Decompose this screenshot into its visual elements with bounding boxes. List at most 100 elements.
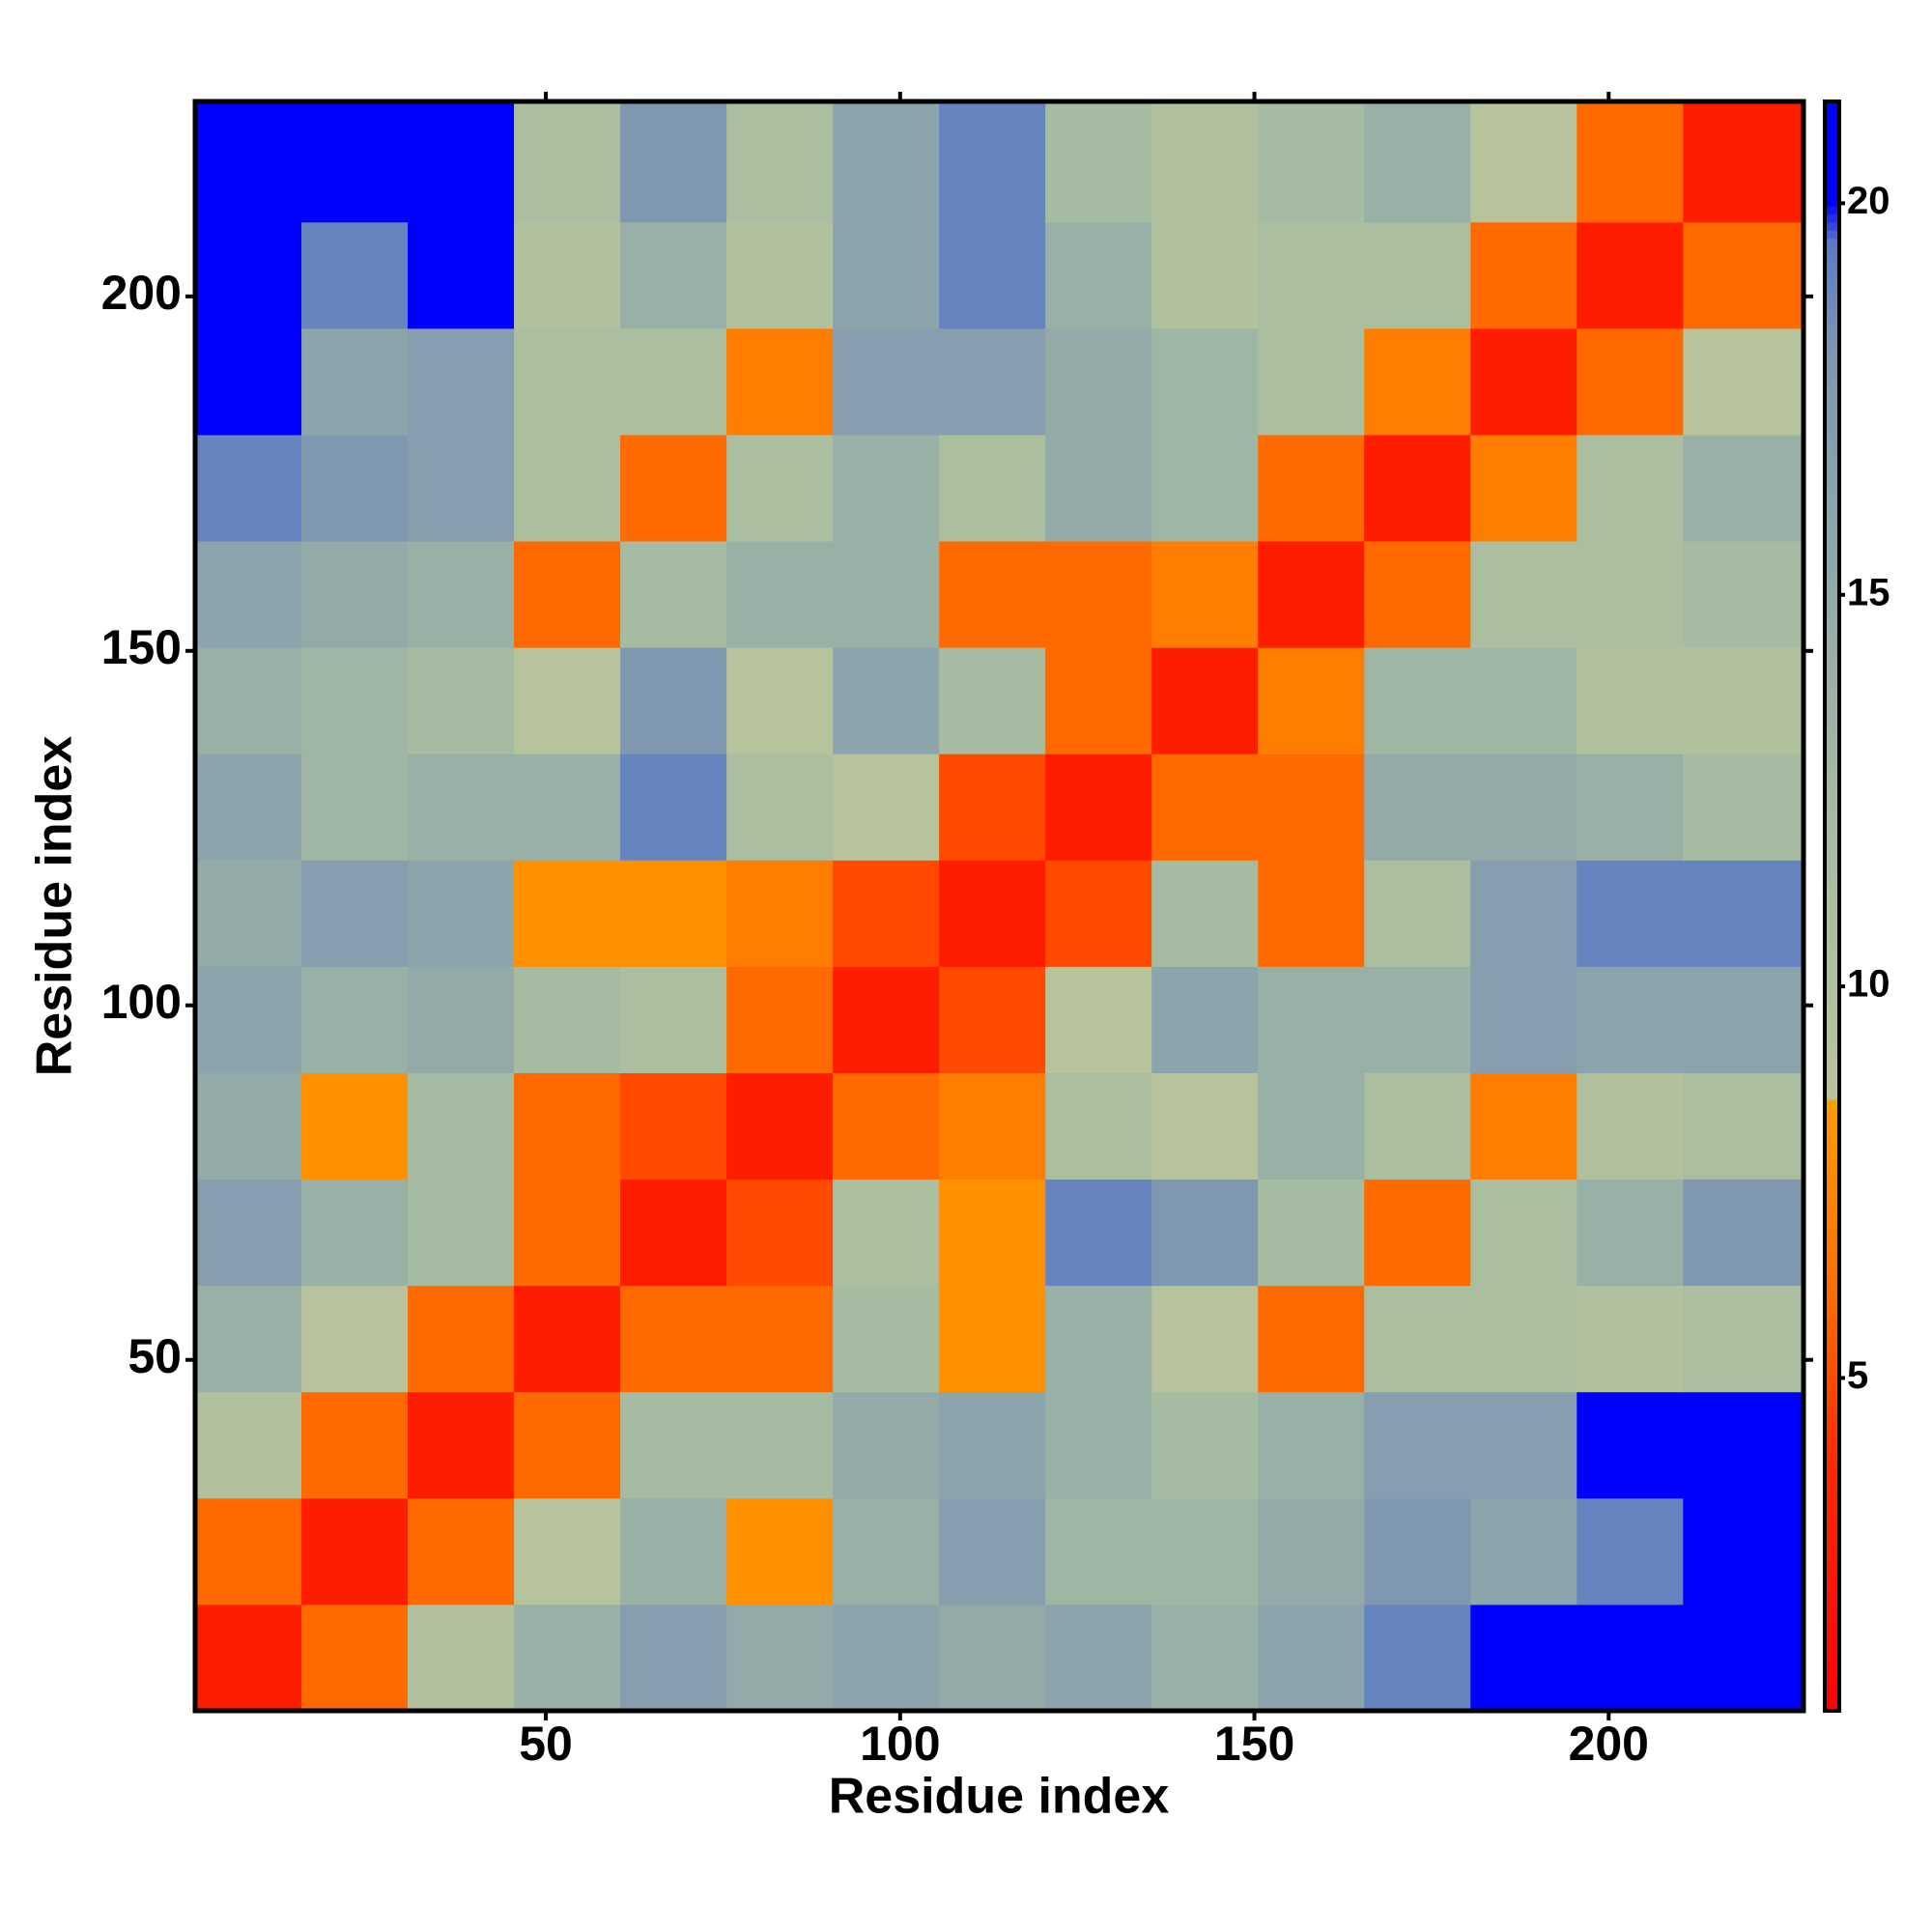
colorbar-tick-label: 15 bbox=[1847, 571, 1890, 613]
colorbar-slice bbox=[1825, 1549, 1839, 1559]
heatmap-cell bbox=[1364, 753, 1471, 861]
heatmap-cell bbox=[833, 753, 940, 861]
heatmap-cell bbox=[1577, 541, 1684, 648]
heatmap-cell bbox=[1470, 753, 1577, 861]
colorbar-slice bbox=[1825, 1308, 1839, 1318]
heatmap-cell bbox=[1364, 966, 1471, 1073]
colorbar-slice bbox=[1825, 407, 1839, 416]
colorbar-slice bbox=[1825, 1115, 1839, 1124]
heatmap-cell bbox=[514, 541, 621, 648]
heatmap-cell bbox=[301, 1285, 409, 1393]
colorbar-slice bbox=[1825, 929, 1839, 939]
heatmap-cell bbox=[1045, 860, 1152, 967]
colorbar-slice bbox=[1825, 1397, 1839, 1406]
heatmap-cell bbox=[1577, 221, 1684, 329]
heatmap-cell bbox=[833, 541, 940, 648]
colorbar-slice bbox=[1825, 1566, 1839, 1575]
heatmap-cell bbox=[514, 221, 621, 329]
colorbar-slice bbox=[1825, 777, 1839, 786]
heatmap-cell bbox=[1683, 1604, 1804, 1712]
colorbar-slice bbox=[1825, 1204, 1839, 1213]
colorbar-slice bbox=[1825, 1380, 1839, 1390]
colorbar-slice bbox=[1825, 496, 1839, 504]
heatmap-cell bbox=[1258, 1497, 1365, 1605]
colorbar-slice bbox=[1825, 1509, 1839, 1519]
colorbar-slice bbox=[1825, 133, 1839, 143]
heatmap-cell bbox=[301, 101, 409, 223]
heatmap-cell bbox=[726, 541, 834, 648]
colorbar-slice bbox=[1825, 527, 1839, 537]
heatmap-cell bbox=[195, 1604, 302, 1712]
colorbar-slice bbox=[1825, 946, 1839, 955]
heatmap-cell bbox=[620, 1072, 727, 1180]
colorbar-slice bbox=[1825, 471, 1839, 481]
heatmap-cell bbox=[1045, 541, 1152, 648]
heatmap-cell bbox=[1364, 1604, 1471, 1712]
heatmap-cell bbox=[1151, 1285, 1259, 1393]
heatmap-cell bbox=[195, 966, 302, 1073]
heatmap-cell bbox=[939, 753, 1046, 861]
heatmap-cell bbox=[833, 327, 940, 436]
colorbar-slice bbox=[1825, 278, 1839, 288]
heatmap-cell bbox=[620, 966, 727, 1073]
heatmap-cell bbox=[1045, 434, 1152, 542]
heatmap-cell bbox=[620, 647, 727, 754]
colorbar-slice bbox=[1825, 592, 1839, 601]
heatmap-cell bbox=[408, 221, 515, 329]
x-tick-label: 150 bbox=[1214, 1717, 1294, 1771]
colorbar-slice bbox=[1825, 608, 1839, 617]
colorbar-slice bbox=[1825, 1195, 1839, 1205]
heatmap-cell bbox=[1683, 1285, 1804, 1393]
colorbar-slice bbox=[1825, 1598, 1839, 1607]
colorbar-slice bbox=[1825, 1630, 1839, 1639]
colorbar-slice bbox=[1825, 1284, 1839, 1293]
heatmap-cell bbox=[1577, 1497, 1684, 1605]
colorbar-slice bbox=[1825, 213, 1839, 223]
heatmap-cell bbox=[1045, 753, 1152, 861]
colorbar-slice bbox=[1825, 858, 1839, 867]
heatmap-cell bbox=[726, 1391, 834, 1499]
colorbar-tick-label: 20 bbox=[1847, 180, 1890, 222]
colorbar-slice bbox=[1825, 197, 1839, 207]
heatmap-cell bbox=[1151, 541, 1259, 648]
colorbar-slice bbox=[1825, 825, 1839, 835]
heatmap-cell bbox=[301, 1497, 409, 1605]
colorbar-slice bbox=[1825, 1429, 1839, 1438]
colorbar-slice bbox=[1825, 568, 1839, 577]
heatmap-cell bbox=[1045, 1179, 1152, 1287]
heatmap-cell bbox=[1683, 221, 1804, 329]
colorbar-slice bbox=[1825, 318, 1839, 327]
colorbar-slice bbox=[1825, 1332, 1839, 1342]
colorbar-slice bbox=[1825, 1590, 1839, 1599]
colorbar-slice bbox=[1825, 1638, 1839, 1647]
colorbar-slice bbox=[1825, 1252, 1839, 1262]
heatmap-cell bbox=[514, 1604, 621, 1712]
heatmap-cell bbox=[514, 647, 621, 754]
heatmap-cell bbox=[408, 327, 515, 436]
heatmap-cell bbox=[1045, 1072, 1152, 1180]
colorbar-slice bbox=[1825, 511, 1839, 521]
y-tick-label: 50 bbox=[128, 1329, 182, 1383]
heatmap-cell bbox=[1151, 1179, 1259, 1287]
colorbar-slice bbox=[1825, 479, 1839, 489]
colorbar-slice bbox=[1825, 1074, 1839, 1084]
heatmap-cell bbox=[1045, 647, 1152, 754]
colorbar-slice bbox=[1825, 1035, 1839, 1044]
colorbar-slice bbox=[1825, 938, 1839, 948]
y-axis-title: Residue index bbox=[27, 736, 83, 1077]
heatmap-cell bbox=[1577, 966, 1684, 1073]
heatmap-cell bbox=[726, 1072, 834, 1180]
colorbar-slice bbox=[1825, 1026, 1839, 1036]
colorbar-frame bbox=[1823, 99, 1841, 1713]
colorbar-slice bbox=[1825, 922, 1839, 931]
colorbar-slice bbox=[1825, 1605, 1839, 1615]
colorbar-slice bbox=[1825, 761, 1839, 770]
heatmap-cell bbox=[620, 860, 727, 967]
heatmap-cell bbox=[1683, 1179, 1804, 1287]
heatmap-cell bbox=[1151, 1072, 1259, 1180]
heatmap-cell bbox=[1470, 327, 1577, 436]
colorbar-slice bbox=[1825, 624, 1839, 634]
heatmap-cell bbox=[1258, 221, 1365, 329]
heatmap-cell bbox=[939, 1391, 1046, 1499]
heatmap-cell bbox=[1364, 327, 1471, 436]
